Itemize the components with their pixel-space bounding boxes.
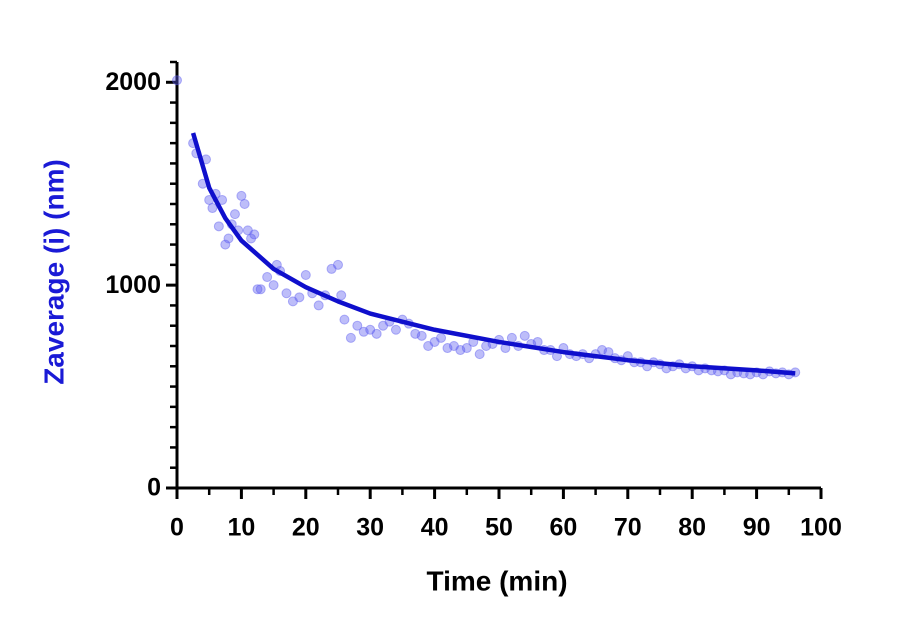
x-tick-label: 60 bbox=[549, 514, 577, 542]
data-point bbox=[436, 332, 447, 343]
data-point bbox=[423, 341, 434, 351]
x-tick-label: 50 bbox=[485, 514, 513, 542]
fit-line bbox=[190, 132, 796, 376]
data-point bbox=[268, 280, 279, 291]
data-point bbox=[410, 328, 421, 339]
data-point bbox=[365, 324, 376, 335]
data-point bbox=[506, 332, 517, 343]
data-point bbox=[313, 300, 324, 311]
data-point bbox=[429, 336, 440, 347]
y-axis-label: Zaverage (i) (nm) bbox=[38, 159, 69, 385]
data-point bbox=[213, 221, 224, 232]
x-axis-label: Time (min) bbox=[426, 565, 567, 596]
data-point bbox=[442, 343, 453, 354]
data-point bbox=[371, 328, 382, 339]
data-point bbox=[532, 336, 543, 347]
data-point bbox=[461, 343, 472, 354]
data-point bbox=[281, 288, 292, 299]
x-tick-label: 80 bbox=[678, 514, 706, 542]
x-tick-label: 0 bbox=[170, 514, 184, 542]
data-point bbox=[519, 330, 530, 341]
data-point bbox=[223, 233, 234, 244]
data-point bbox=[246, 233, 257, 244]
data-point bbox=[262, 272, 273, 283]
data-point bbox=[336, 290, 347, 301]
data-point bbox=[239, 199, 250, 209]
data-point bbox=[207, 203, 218, 214]
data-point bbox=[448, 341, 459, 351]
data-point bbox=[352, 320, 363, 331]
data-point bbox=[597, 345, 608, 356]
data-point bbox=[220, 239, 231, 250]
x-tick-label: 40 bbox=[421, 514, 449, 542]
x-tick-label: 20 bbox=[292, 514, 320, 542]
x-tick-label: 30 bbox=[356, 514, 384, 542]
data-point bbox=[378, 320, 389, 331]
x-tick-label: 90 bbox=[743, 514, 771, 542]
data-point bbox=[358, 326, 369, 337]
data-point bbox=[294, 292, 305, 303]
data-point bbox=[345, 332, 356, 343]
data-point bbox=[455, 345, 466, 356]
x-tick-label: 10 bbox=[227, 514, 255, 542]
data-point bbox=[390, 324, 401, 335]
data-point bbox=[333, 259, 343, 270]
data-point bbox=[474, 349, 485, 360]
data-point bbox=[255, 284, 266, 295]
data-point bbox=[416, 330, 427, 341]
data-point bbox=[172, 75, 182, 86]
data-point bbox=[236, 190, 247, 201]
data-point bbox=[229, 209, 240, 220]
data-point bbox=[300, 270, 311, 280]
data-point bbox=[249, 229, 260, 240]
y-tick-label: 2000 bbox=[105, 68, 161, 96]
data-point bbox=[287, 296, 298, 307]
y-tick-label: 1000 bbox=[105, 271, 161, 299]
y-tick-label: 0 bbox=[147, 474, 161, 502]
data-point bbox=[326, 263, 337, 274]
data-point bbox=[339, 314, 350, 325]
x-tick-label: 70 bbox=[614, 514, 642, 542]
x-tick-label: 100 bbox=[800, 514, 842, 542]
data-point bbox=[242, 225, 253, 236]
data-point bbox=[252, 284, 263, 295]
